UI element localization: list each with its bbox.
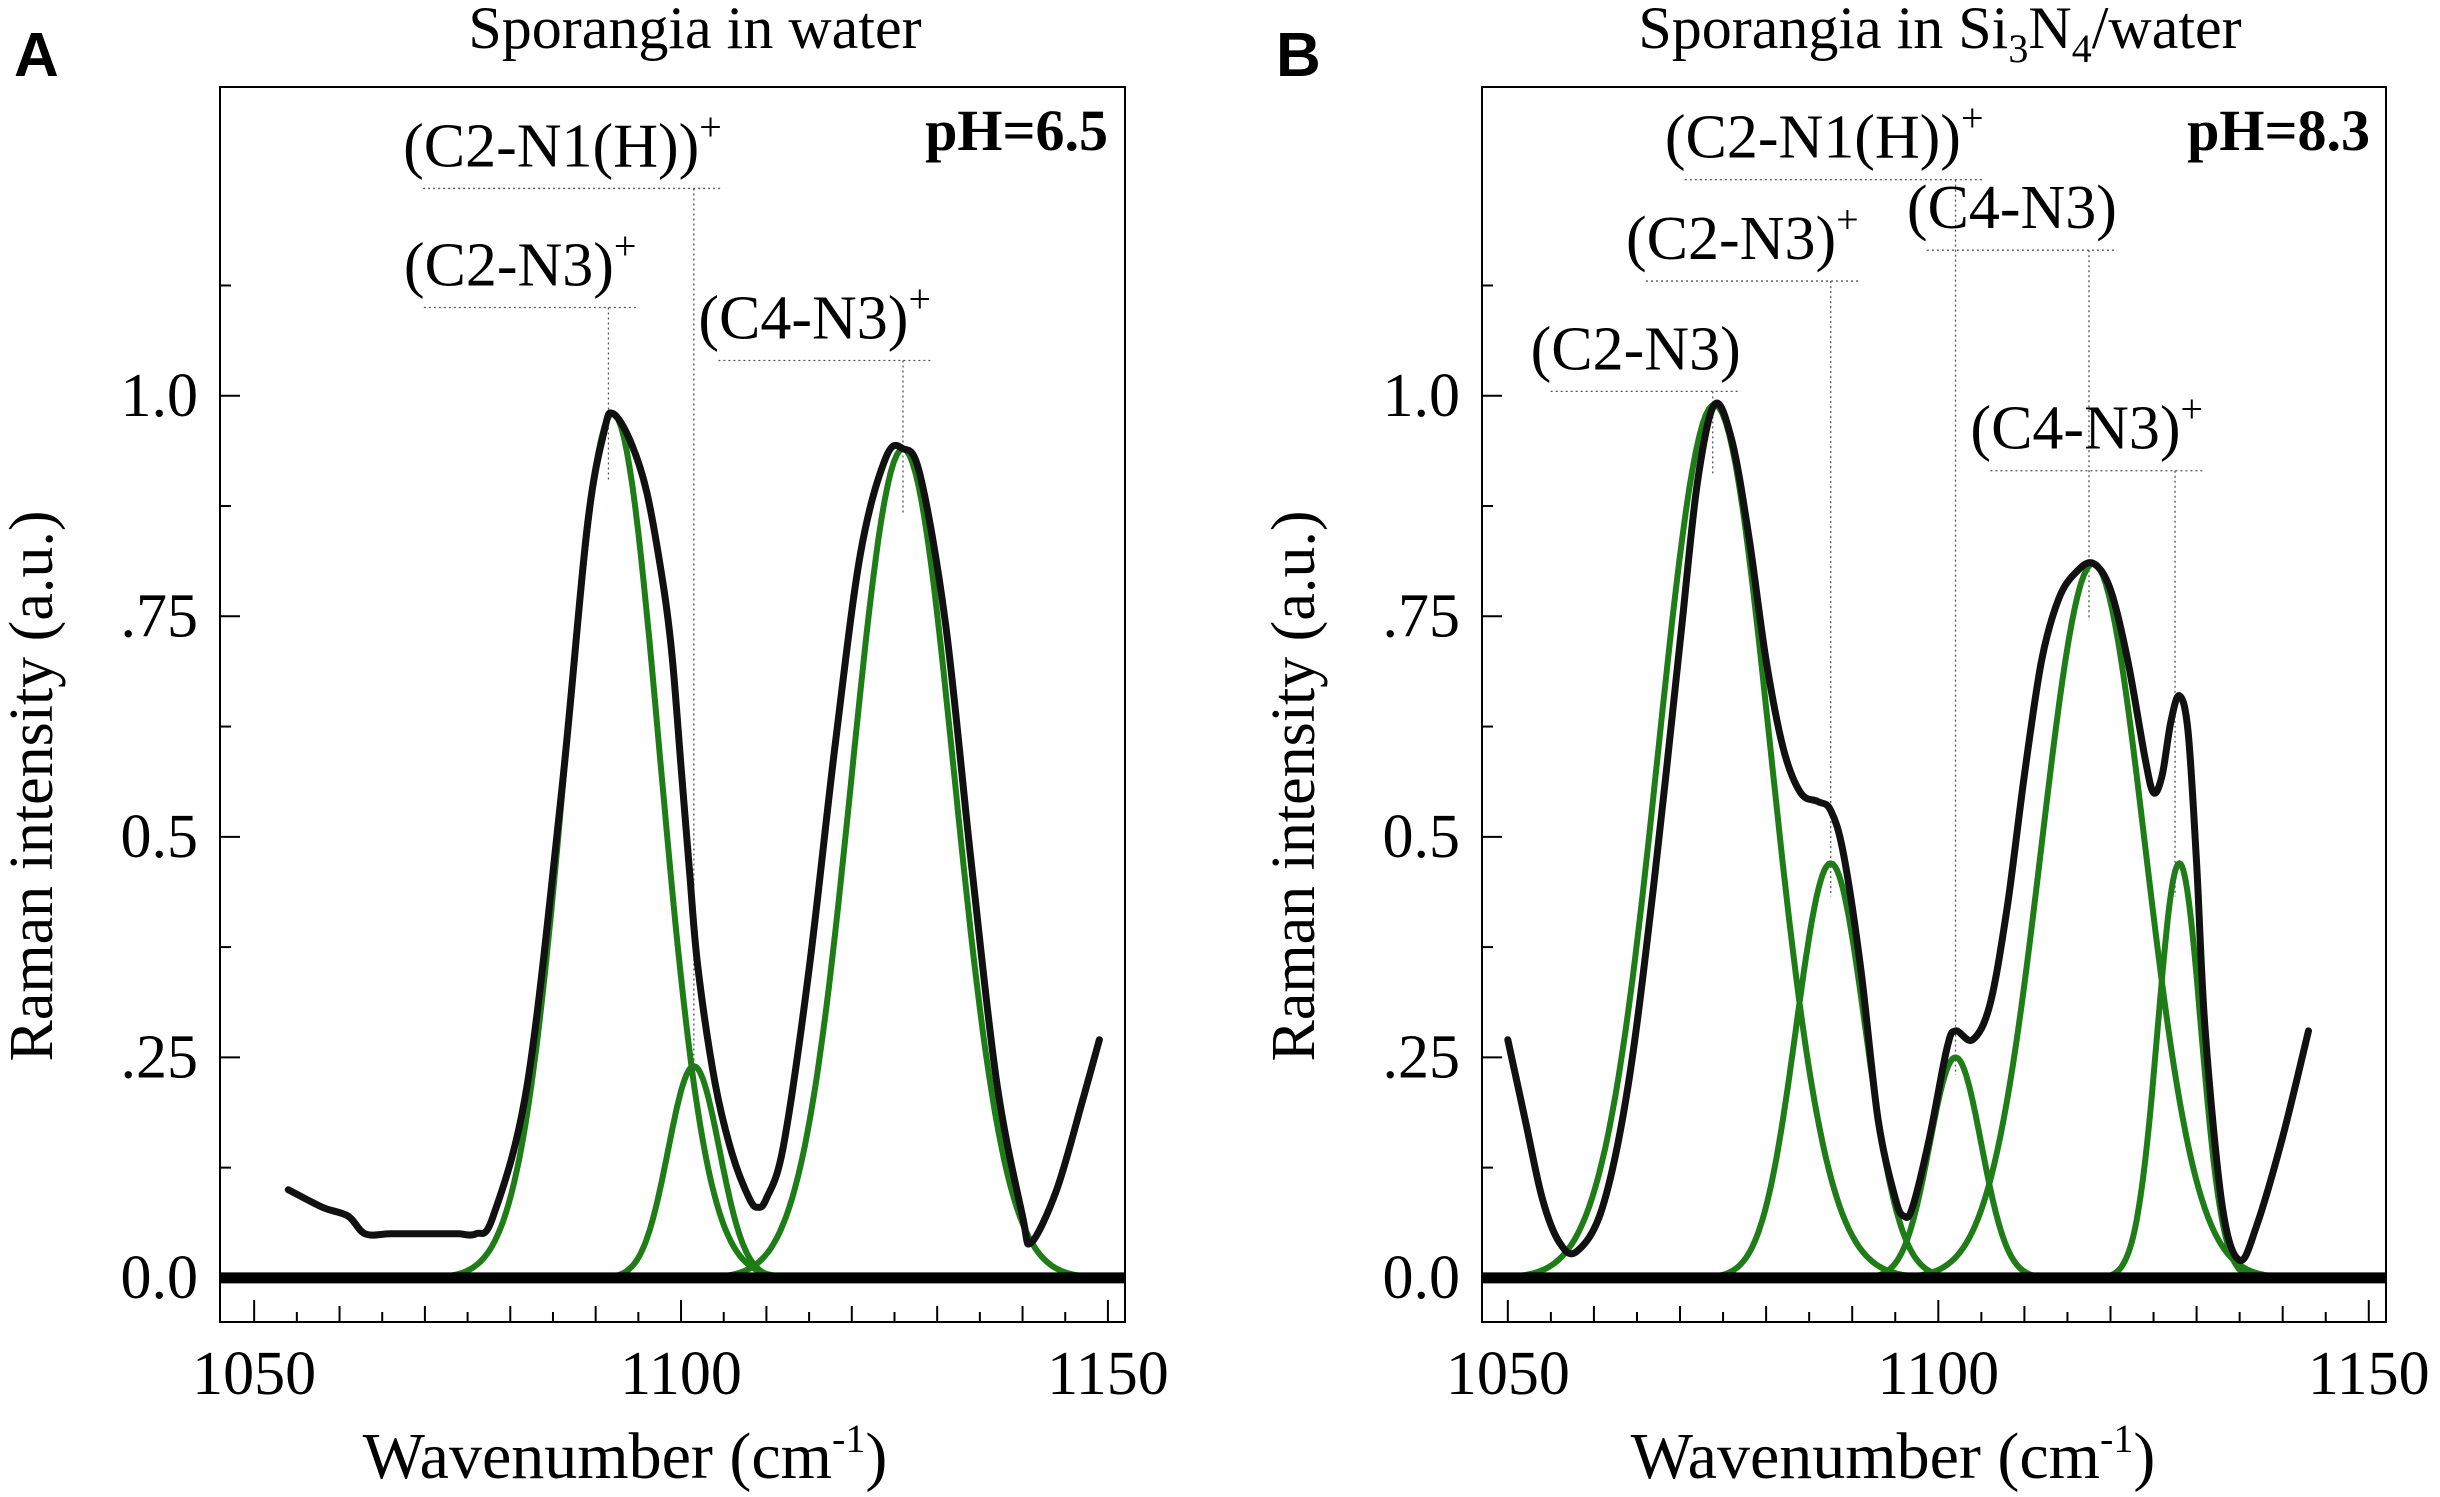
panel-a-components — [415, 410, 1119, 1281]
panel-a-y-tick-label: 0.5 — [121, 803, 199, 871]
panel-a-y-tick-label: 0.0 — [121, 1244, 199, 1312]
panel-a-component-peak-3 — [687, 445, 1119, 1281]
panel-a-ph-label: pH=6.5 — [925, 98, 1108, 163]
panel-a-peak-label-1: (C2-N3)+ — [404, 224, 637, 300]
panel-a-peak-label-3: (C4-N3)+ — [698, 276, 931, 352]
panel-a-component-peak-1 — [415, 410, 811, 1281]
panel-a-y-tick-label: 1.0 — [121, 362, 199, 430]
panel-b-x-tick-label: 1050 — [1446, 1340, 1570, 1408]
panel-a-y-axis: 0.0 .25 0.5 .75 1.0 — [121, 284, 240, 1312]
panel-a-letter: A — [14, 21, 59, 90]
panel-b-y-tick-label: .25 — [1383, 1023, 1461, 1091]
panel-b-plot-area: 0.0.250.5.751.0 1050 1100 1150 (C2-N3)(C2-… — [1383, 86, 2430, 1408]
panel-b-measured-spectrum — [1504, 399, 2312, 1264]
panel-a-y-axis-label: Raman intensity (a.u.) — [0, 511, 66, 1062]
panel-a-x-axis-label: Wavenumber (cm-1) — [363, 1416, 888, 1493]
panel-b-ph-label: pH=8.3 — [2187, 98, 2370, 163]
panel-b-component-peak-2 — [1685, 860, 1977, 1281]
panel-b-x-axis: 1050 1100 1150 — [1446, 1300, 2430, 1408]
panel-b-y-tick-label: 0.5 — [1383, 803, 1461, 871]
panel-a-plot-area: 0.0.250.5.751.0 1050 1100 1150 (C2-N3)+(C2… — [121, 86, 1169, 1408]
panel-a-x-axis: 1050 1100 1150 — [192, 1300, 1169, 1408]
panel-a-title: Sporangia in water — [468, 0, 921, 61]
panel-b-peak-label-5: (C4-N3)+ — [1970, 387, 2203, 463]
panel-b-x-tick-label: 1150 — [2308, 1340, 2430, 1408]
panel-b-component-peak-3 — [1845, 1054, 2066, 1281]
panel-b-x-axis-label: Wavenumber (cm-1) — [1631, 1416, 2156, 1493]
panel-b-annotations: (C2-N3) (C2-N3)+ (C2-N1(H))+(C4-N3) (C4-N3)… — [1531, 96, 2203, 463]
panel-b-component-peak-5 — [2087, 860, 2272, 1281]
panel-b-y-tick-label: 0.0 — [1383, 1244, 1461, 1312]
panel-a-y-tick-label: .25 — [121, 1023, 199, 1091]
panel-b-letter: B — [1276, 21, 1321, 90]
panel-b-y-axis-label: Raman intensity (a.u.) — [1260, 511, 1328, 1062]
panel-b-component-peak-4 — [1876, 560, 2311, 1281]
panel-a-x-tick-label: 1150 — [1047, 1340, 1169, 1408]
panel-a-measured-spectrum — [284, 409, 1103, 1248]
panel-b-leaders — [1550, 178, 2204, 1075]
panel-a-x-tick-label: 1050 — [192, 1340, 316, 1408]
panel-b-components — [1482, 401, 2311, 1281]
panel-a-y-tick-label: .75 — [121, 582, 199, 650]
panel-b-peak-label-3: (C2-N1(H))+ — [1665, 96, 1984, 172]
panel-b-y-axis: 0.0 .25 0.5 .75 1.0 — [1383, 284, 1502, 1312]
panel-b: B Sporangia in Si3N4/water pH=8.3 0.0 .25… — [1260, 0, 2430, 1493]
panel-a: A Sporangia in water pH=6.5 0.0 .25 0.5 .75… — [0, 0, 1169, 1493]
panel-b-y-tick-label: 1.0 — [1383, 362, 1461, 430]
panel-b-peak-label-1: (C2-N3) — [1531, 315, 1741, 383]
panel-b-frame — [1481, 86, 2387, 1323]
panel-b-peak-label-4: (C4-N3) — [1907, 174, 2117, 242]
panel-b-y-tick-label: .75 — [1383, 582, 1461, 650]
panel-b-title: Sporangia in Si3N4/water — [1638, 0, 2241, 71]
panel-a-x-tick-label: 1100 — [620, 1340, 742, 1408]
panel-a-annotations: (C2-N3)+ (C2-N1(H))+ (C4-N3)+ — [403, 104, 931, 352]
panel-a-peak-label-2: (C2-N1(H))+ — [403, 104, 722, 180]
panel-b-x-tick-label: 1100 — [1877, 1340, 1999, 1408]
panel-b-peak-label-2: (C2-N3)+ — [1626, 197, 1859, 273]
panel-a-frame — [219, 86, 1126, 1323]
